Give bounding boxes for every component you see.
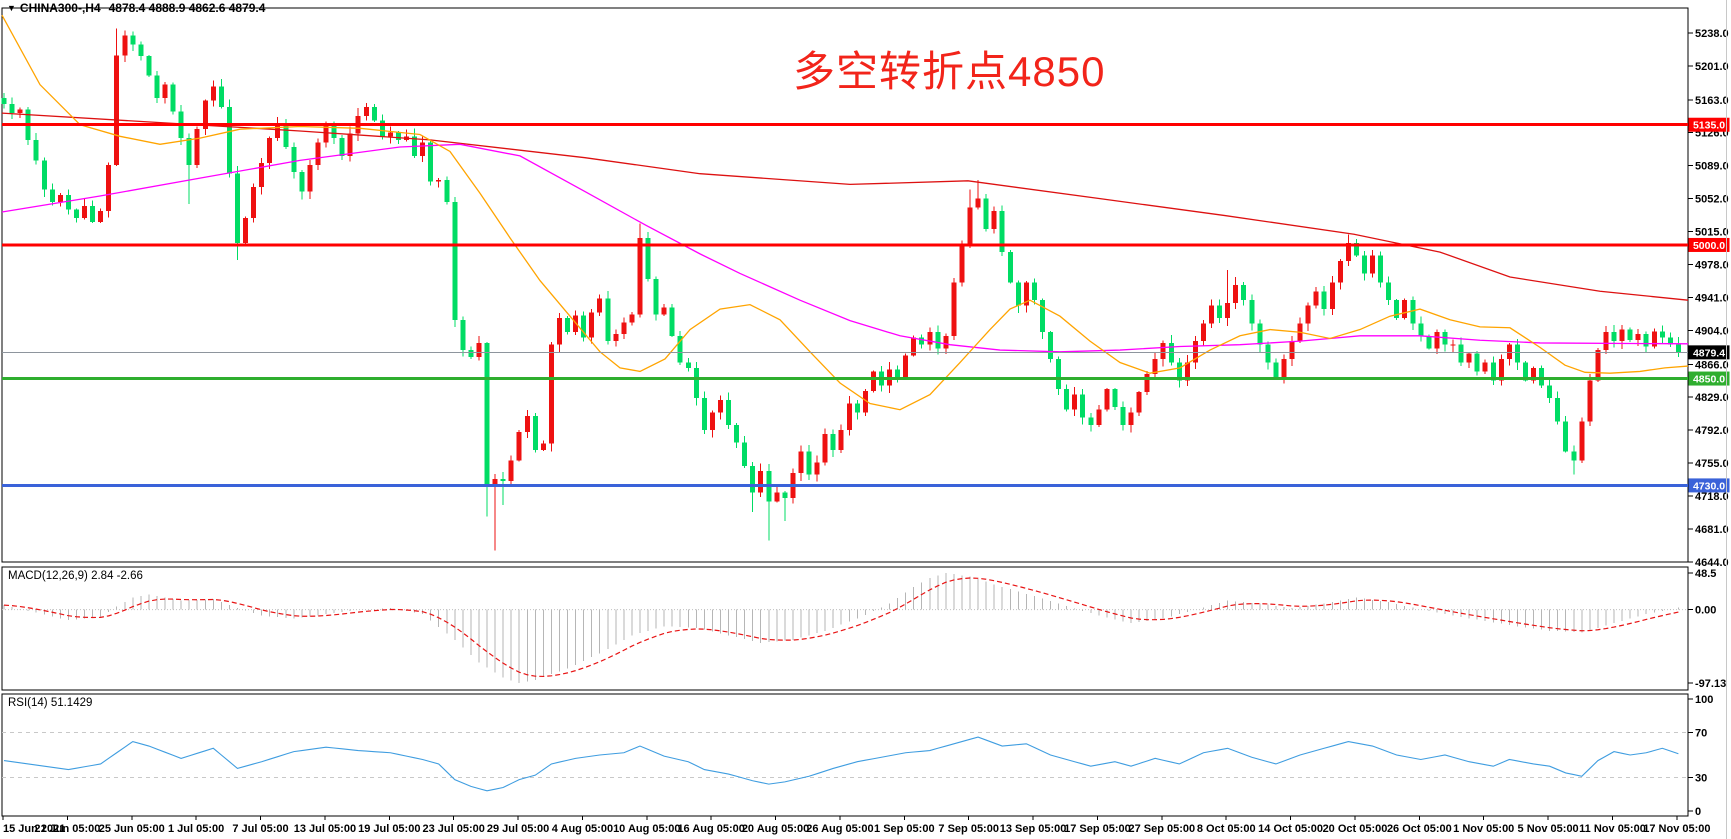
main-axis-tick: 5015.0: [1695, 227, 1729, 239]
date-tick: 5 Nov 05:00: [1518, 823, 1579, 835]
price-badge-4730.0: [1688, 478, 1730, 493]
main-axis-tick: 4644.0: [1695, 557, 1729, 569]
main-axis-tick: 4904.0: [1695, 325, 1729, 337]
svg-text:5000.0: 5000.0: [1693, 240, 1725, 252]
chart-title: ▼ CHINA300-,H4 4878.4 4888.9 4862.6 4879.4: [7, 1, 265, 15]
candles: [1, 28, 1681, 551]
date-tick: 17 Sep 05:00: [1064, 823, 1131, 835]
main-axis-tick: 4941.0: [1695, 293, 1729, 305]
price-badge-5000.0: [1688, 237, 1730, 252]
svg-text:4850.0: 4850.0: [1693, 374, 1725, 386]
date-tick: 17 Nov 05:00: [1643, 823, 1710, 835]
macd-indicator-label: MACD(12,26,9) 2.84 -2.66: [8, 570, 143, 582]
rsi-axis-tick: 70: [1695, 728, 1707, 740]
date-tick: 13 Sep 05:00: [1000, 823, 1067, 835]
svg-text:4730.0: 4730.0: [1693, 480, 1725, 492]
main-axis-tick: 4755.0: [1695, 458, 1729, 470]
date-tick: 13 Jul 05:00: [294, 823, 356, 835]
macd-axis-tick: -97.13: [1695, 678, 1726, 690]
main-axis-tick: 5238.0: [1695, 28, 1729, 40]
main-axis-tick: 5089.0: [1695, 161, 1729, 173]
main-axis-tick: 4866.0: [1695, 359, 1729, 371]
rsi-indicator-label: RSI(14) 51.1429: [8, 697, 93, 709]
symbol-period-label: CHINA300-,H4: [19, 1, 101, 15]
symbol-dropdown-icon[interactable]: ▼: [7, 3, 16, 13]
date-tick: 4 Aug 05:00: [552, 823, 613, 835]
main-axis-tick: 5052.0: [1695, 194, 1729, 206]
main-axis-tick: 4792.0: [1695, 425, 1729, 437]
rsi-axis-tick: 30: [1695, 772, 1707, 784]
date-tick: 25 Jun 05:00: [99, 823, 165, 835]
macd-histogram: [3, 573, 1679, 683]
rsi-line: [3, 736, 1679, 792]
svg-text:4879.4: 4879.4: [1693, 347, 1725, 359]
main-axis-tick: 4829.0: [1695, 392, 1729, 404]
date-tick: 29 Jul 05:00: [487, 823, 549, 835]
date-tick: 26 Aug 05:00: [806, 823, 873, 835]
macd-signal-line: [3, 577, 1679, 678]
date-tick: 16 Aug 05:00: [677, 823, 744, 835]
main-axis-tick: 5163.0: [1695, 95, 1729, 107]
date-tick: 26 Oct 05:00: [1387, 823, 1452, 835]
main-axis-tick: 4978.0: [1695, 260, 1729, 272]
date-tick: 20 Oct 05:00: [1323, 823, 1388, 835]
date-tick: 1 Nov 05:00: [1453, 823, 1514, 835]
price-badge-5135.0: [1688, 117, 1730, 132]
date-tick: 8 Oct 05:00: [1197, 823, 1256, 835]
date-tick: 10 Aug 05:00: [613, 823, 680, 835]
svg-text:5135.0: 5135.0: [1693, 120, 1725, 132]
rsi-axis-tick: 0: [1695, 806, 1701, 818]
price-badge-4850.0: [1688, 371, 1730, 386]
annotation-text[interactable]: 多空转折点4850: [793, 48, 1106, 95]
date-tick: 19 Jul 05:00: [358, 823, 420, 835]
price-badge-4879.4: [1688, 345, 1730, 360]
date-tick: 15 Jun 2021: [3, 823, 65, 835]
date-tick: 1 Jul 05:00: [168, 823, 224, 835]
macd-axis-tick: 48.5: [1695, 568, 1716, 580]
date-tick: 21 Jun 05:00: [34, 823, 100, 835]
date-tick: 27 Sep 05:00: [1129, 823, 1196, 835]
date-tick: 7 Sep 05:00: [938, 823, 999, 835]
main-axis-tick: 5201.0: [1695, 61, 1729, 73]
date-tick: 20 Aug 05:00: [742, 823, 809, 835]
macd-axis-tick: 0.00: [1695, 605, 1716, 617]
rsi-axis-tick: 100: [1695, 694, 1713, 706]
date-tick: 14 Oct 05:00: [1258, 823, 1323, 835]
ohlc-values: 4878.4 4888.9 4862.6 4879.4: [108, 1, 266, 15]
date-tick: 1 Sep 05:00: [874, 823, 935, 835]
date-tick: 7 Jul 05:00: [232, 823, 288, 835]
date-tick: 23 Jul 05:00: [422, 823, 484, 835]
main-axis-tick: 4681.0: [1695, 524, 1729, 536]
main-axis-tick: 4718.0: [1695, 491, 1729, 503]
date-tick: 11 Nov 05:00: [1579, 823, 1646, 835]
